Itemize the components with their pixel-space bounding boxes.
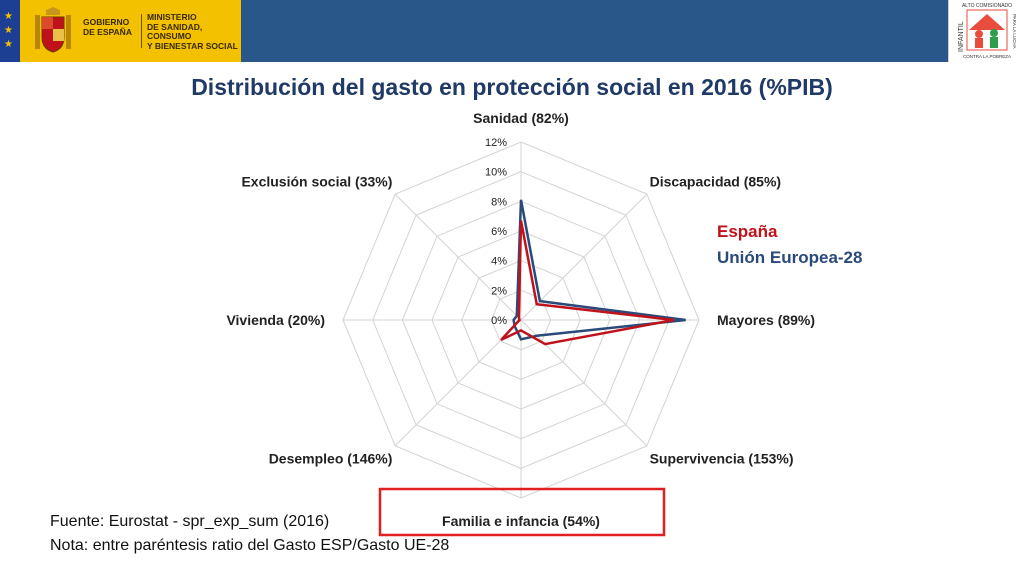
grid-spoke [394,319,522,447]
category-label: Sanidad (82%) [473,110,569,126]
star-icon: ★ [4,25,13,36]
eu-flag-strip: ★ ★ ★ [0,0,20,62]
radial-tick-label: 6% [491,226,507,238]
grid-spoke [520,319,648,447]
logo-side-left-text: INFANTIL [958,21,965,52]
coat-of-arms-icon [35,7,71,53]
category-label: Vivienda (20%) [226,312,325,328]
radial-tick-label: 8% [491,196,507,208]
divider [141,14,142,48]
grid-spoke [394,193,522,321]
radial-tick-label: 10% [485,167,507,179]
chart-title: Distribución del gasto en protección soc… [191,74,833,100]
radial-tick-label: 0% [491,315,507,327]
legend-ue28: Unión Europea-28 [717,248,863,267]
radial-tick-label: 2% [491,285,507,297]
ministry-line: DE SANIDAD, CONSUMO [147,21,203,41]
source-note: Fuente: Eurostat - spr_exp_sum (2016) [50,513,330,530]
category-label: Discapacidad (85%) [650,173,782,189]
star-icon: ★ [4,39,13,50]
radial-tick-label: 12% [485,137,507,149]
category-label: Supervivencia (153%) [650,451,794,467]
logo-side-right-text: PARA LA LUCHA [1012,14,1017,49]
gov-line: DE ESPAÑA [83,26,132,37]
gov-line: GOBIERNO [83,17,130,27]
category-label: Desempleo (146%) [269,451,393,467]
category-label: Mayores (89%) [717,312,815,328]
legend-espana: España [717,222,778,241]
category-label: Exclusión social (33%) [241,173,392,189]
ministry-line: MINISTERIO [147,12,197,22]
radial-tick-label: 4% [491,256,507,268]
grid-spoke [520,193,648,321]
star-icon: ★ [4,11,13,22]
category-label: Familia e infancia (54%) [442,513,600,529]
child-poverty-logo-icon: ALTO COMISIONADO INFANTIL PARA LA LUCHA … [958,3,1017,59]
government-text: GOBIERNO DE ESPAÑA [83,17,132,37]
series-line-espana [500,220,675,346]
ministry-text: MINISTERIO DE SANIDAD, CONSUMO Y BIENEST… [147,12,241,51]
ratio-note: Nota: entre paréntesis ratio del Gasto E… [50,537,450,554]
ministry-line: Y BIENESTAR SOCIAL [147,40,238,51]
highlight-box [378,487,666,537]
government-logo: ★ ★ ★ GOBIERNO DE ESPAÑA MINISTERIO DE S… [0,0,241,62]
series-line-ue28 [512,199,686,341]
alto-comisionado-logo: ALTO COMISIONADO INFANTIL PARA LA LUCHA … [948,0,1024,62]
logo-top-text: ALTO COMISIONADO [962,3,1012,9]
logo-bottom-text: CONTRA LA POBREZA [963,54,1011,59]
